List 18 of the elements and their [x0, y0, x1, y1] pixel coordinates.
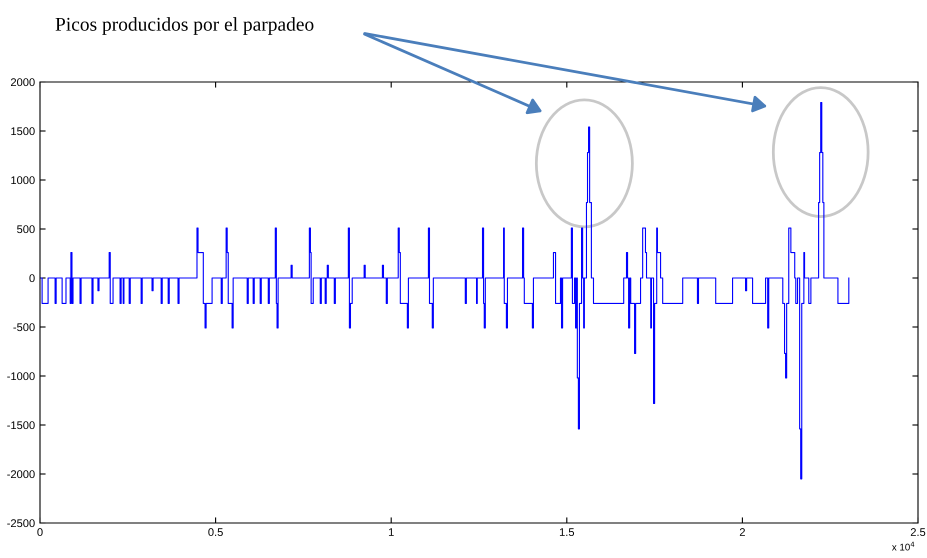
y-tick-label: -1500 [7, 421, 35, 430]
y-tick-label: 2000 [10, 78, 35, 86]
text: Picos producidos por el parpadeo [56, 17, 314, 35]
y-tick-label: 1500 [11, 127, 35, 136]
x-tick-label: 1 [388, 528, 394, 536]
y-tick-label: 500 [17, 225, 35, 234]
y-tick-label: 1000 [11, 176, 35, 184]
text: x 10$^{4}$ [892, 542, 914, 551]
x-tick-label: 0.5 [208, 528, 223, 536]
y-tick-label: -500 [13, 323, 35, 332]
x-tick-label: 2.5 [910, 528, 926, 536]
x-tick-label: 2 [740, 528, 745, 536]
x-tick-label: 1.5 [560, 528, 574, 536]
y-tick-label: -2500 [7, 519, 35, 528]
y-tick-label: -2000 [7, 470, 35, 478]
y-tick-label: 0 [29, 274, 35, 282]
y-tick-label: -1000 [7, 372, 35, 380]
x-tick-label: 0 [37, 528, 43, 536]
